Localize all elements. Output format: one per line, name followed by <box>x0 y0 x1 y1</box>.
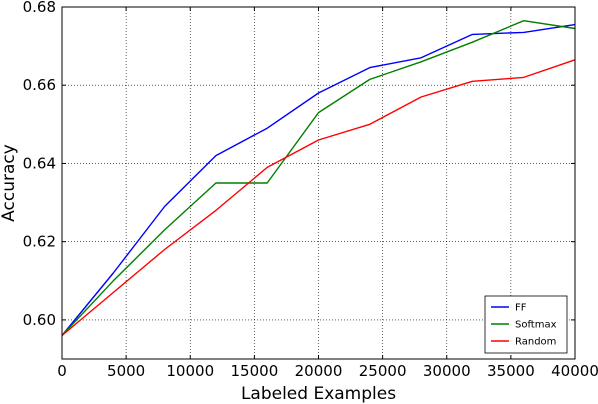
x-tick-label: 35000 <box>487 362 535 380</box>
series-line-random <box>61 59 576 337</box>
y-tick-label: 0.68 <box>23 0 56 16</box>
x-tick-label: 20000 <box>295 362 343 380</box>
legend-label-random: Random <box>515 337 556 348</box>
x-tick-label: 15000 <box>231 362 279 380</box>
y-tick-label: 0.62 <box>23 233 56 251</box>
legend-label-ff: FF <box>515 303 527 314</box>
y-tick-label: 0.66 <box>23 76 56 94</box>
x-tick-label: 5000 <box>107 362 145 380</box>
x-tick-label: 30000 <box>423 362 471 380</box>
x-tick-label: 40000 <box>551 362 598 380</box>
y-axis-label: Accuracy <box>0 144 19 222</box>
series-line-ff <box>61 23 576 336</box>
x-tick-label: 25000 <box>359 362 407 380</box>
legend-label-softmax: Softmax <box>515 320 557 331</box>
x-axis-label: Labeled Examples <box>241 384 396 404</box>
x-tick-label: 0 <box>57 362 67 380</box>
series-lines <box>61 20 576 337</box>
legend: FF Softmax Random <box>484 295 568 354</box>
series-line-softmax <box>61 20 576 336</box>
y-tick-label: 0.60 <box>23 311 56 329</box>
y-tick-label: 0.64 <box>23 154 56 172</box>
x-tick-label: 10000 <box>166 362 214 380</box>
axis-ticks: 0 5000 10000 15000 20000 25000 30000 35000 40000… <box>23 0 598 380</box>
